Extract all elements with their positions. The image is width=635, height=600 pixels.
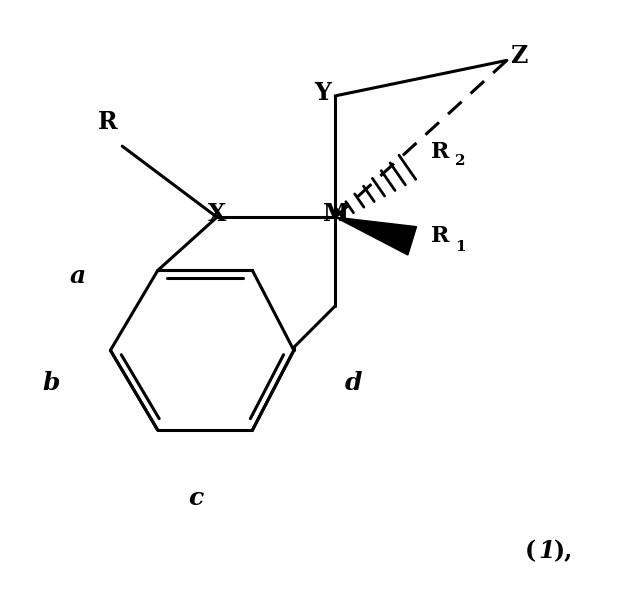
Text: R: R (431, 225, 450, 247)
Text: ),: ), (554, 539, 573, 563)
Text: b: b (43, 371, 60, 395)
Text: 1: 1 (455, 240, 466, 254)
Text: 1: 1 (539, 539, 556, 563)
Text: R: R (431, 141, 450, 163)
Text: M: M (323, 202, 349, 226)
Text: c: c (189, 486, 204, 510)
Text: X: X (208, 202, 226, 226)
Text: Z: Z (510, 44, 527, 68)
Text: R: R (98, 110, 117, 134)
Text: Y: Y (314, 81, 331, 105)
Text: d: d (344, 371, 362, 395)
Text: 2: 2 (455, 154, 466, 168)
Polygon shape (335, 217, 417, 255)
Text: (: ( (525, 539, 536, 563)
Text: a: a (70, 265, 86, 289)
